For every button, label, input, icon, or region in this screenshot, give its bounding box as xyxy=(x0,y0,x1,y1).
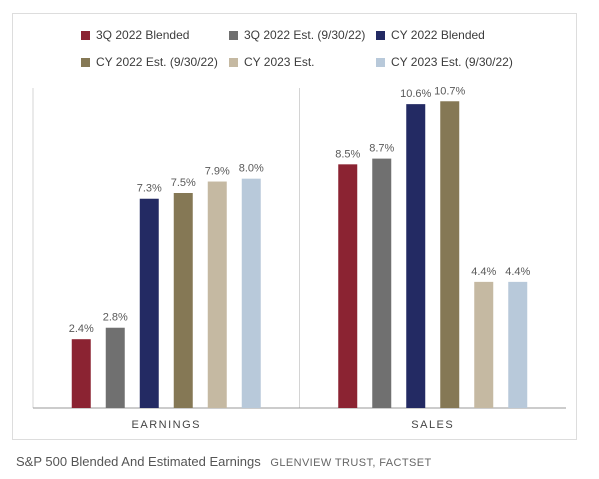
bar xyxy=(508,281,528,408)
bar xyxy=(71,339,91,408)
data-label: 2.8% xyxy=(103,312,128,324)
bar xyxy=(207,181,227,408)
bar xyxy=(173,193,193,408)
chart-caption: S&P 500 Blended And Estimated Earnings G… xyxy=(16,454,432,469)
data-label: 10.7% xyxy=(434,85,465,97)
legend-label: CY 2023 Est. xyxy=(244,55,315,69)
legend-label: CY 2022 Blended xyxy=(391,28,485,42)
data-label: 10.6% xyxy=(400,88,431,100)
data-label: 8.5% xyxy=(335,148,360,160)
category-label: EARNINGS xyxy=(132,419,201,431)
bar xyxy=(105,327,125,408)
bar xyxy=(241,178,261,408)
legend-item: CY 2023 Est. xyxy=(229,55,315,69)
data-label: 8.7% xyxy=(369,143,394,155)
legend-item: CY 2022 Est. (9/30/22) xyxy=(81,55,218,69)
bar xyxy=(338,164,358,408)
legend-swatch xyxy=(81,30,90,40)
data-label: 7.5% xyxy=(171,177,196,189)
legend-item: CY 2022 Blended xyxy=(376,28,485,42)
legend-label: 3Q 2022 Est. (9/30/22) xyxy=(244,28,366,42)
bar xyxy=(474,281,494,408)
legend-item: 3Q 2022 Blended xyxy=(81,28,189,42)
data-label: 7.3% xyxy=(137,183,162,195)
caption-credit: GLENVIEW TRUST, FACTSET xyxy=(270,457,432,469)
data-label: 4.4% xyxy=(471,266,496,278)
legend-item: 3Q 2022 Est. (9/30/22) xyxy=(229,28,365,42)
legend-label: CY 2022 Est. (9/30/22) xyxy=(96,55,218,69)
legend-label: CY 2023 Est. (9/30/22) xyxy=(391,55,513,69)
legend-swatch xyxy=(81,57,90,67)
caption-title: S&P 500 Blended And Estimated Earnings xyxy=(16,454,261,469)
bar xyxy=(440,101,460,409)
legend-swatch xyxy=(229,30,238,40)
category-label: SALES xyxy=(411,419,454,431)
data-label: 8.0% xyxy=(239,163,264,175)
bar xyxy=(372,158,392,408)
bar xyxy=(406,104,426,408)
data-label: 4.4% xyxy=(505,266,530,278)
legend-item: CY 2023 Est. (9/30/22) xyxy=(376,55,513,69)
data-label: 2.4% xyxy=(69,323,94,335)
legend-label: 3Q 2022 Blended xyxy=(96,28,190,42)
legend-swatch xyxy=(229,57,238,67)
chart-legend: 3Q 2022 Blended 3Q 2022 Est. (9/30/22) CY … xyxy=(13,14,578,84)
legend-swatch xyxy=(376,30,385,40)
chart-frame: 3Q 2022 Blended 3Q 2022 Est. (9/30/22) CY … xyxy=(12,13,577,440)
data-label: 7.9% xyxy=(205,166,230,178)
bar xyxy=(139,198,159,408)
legend-swatch xyxy=(376,57,385,67)
bar-chart: 2.4% 2.8% 7.3% 7.5% 7.9% 8.0% EARNINGS 8.5% 8.7%… xyxy=(32,85,566,431)
